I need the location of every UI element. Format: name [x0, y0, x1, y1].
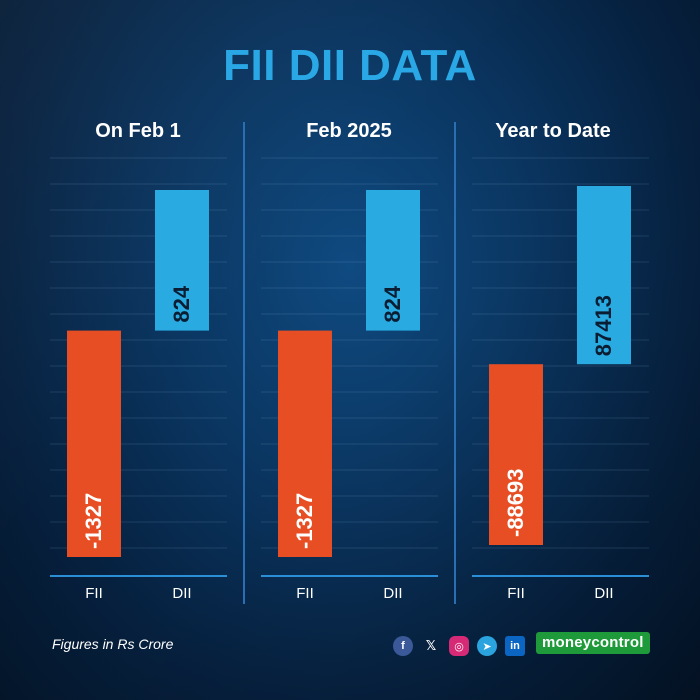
bar-fii: [67, 330, 121, 557]
tick-label-dii: DII: [172, 585, 191, 602]
data-label-fii: -88693: [503, 468, 528, 537]
data-label-dii: 824: [169, 285, 194, 322]
tick-label-fii: FII: [85, 585, 103, 602]
tick-label-dii: DII: [383, 585, 402, 602]
panel-title-feb-2025: Feb 2025: [306, 120, 392, 142]
data-label-fii: -1327: [292, 493, 317, 549]
chart-panel-1: 824 -1327 FII DII: [50, 157, 227, 602]
panel-divider-1: [243, 122, 245, 604]
bar-fii: [489, 364, 543, 545]
moneycontrol-logo: moneycontrol: [536, 632, 650, 654]
bar-dii: [155, 190, 209, 331]
tick-label-fii: FII: [507, 585, 525, 602]
bar-fii: [278, 330, 332, 557]
x-icon[interactable]: 𝕏: [425, 638, 437, 653]
bar-dii: [577, 186, 631, 365]
facebook-icon[interactable]: f: [393, 636, 413, 656]
data-label-dii: 824: [380, 285, 405, 322]
linkedin-icon[interactable]: in: [505, 636, 525, 656]
bar-dii: [366, 190, 420, 331]
panel-title-on-feb-1: On Feb 1: [95, 120, 181, 142]
footnote: Figures in Rs Crore: [52, 636, 174, 652]
chart-panel-3: 87413 -88693 FII DII: [472, 157, 649, 602]
panel-divider-2: [454, 122, 456, 604]
data-label-fii: -1327: [81, 493, 106, 549]
data-label-dii: 87413: [591, 295, 616, 356]
panel-title-year-to-date: Year to Date: [495, 120, 611, 142]
tick-label-fii: FII: [296, 585, 314, 602]
instagram-icon[interactable]: ◎: [449, 636, 469, 656]
chart-panel-2: 824 -1327 FII DII: [261, 157, 438, 602]
tick-label-dii: DII: [594, 585, 613, 602]
telegram-icon[interactable]: ➤: [477, 636, 497, 656]
page-title: FII DII DATA: [223, 41, 477, 90]
